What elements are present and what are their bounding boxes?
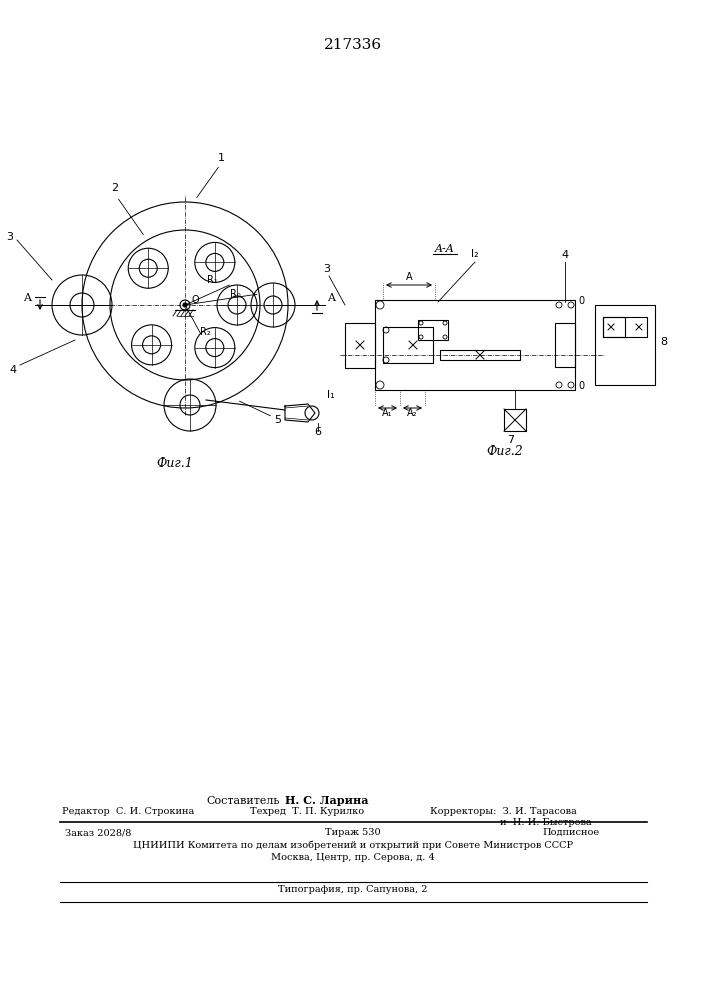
Text: A: A: [406, 272, 412, 282]
Text: 3: 3: [323, 264, 330, 274]
Bar: [345, 322, 375, 367]
Text: 217336: 217336: [324, 38, 382, 52]
Text: ЦНИИПИ Комитета по делам изобретений и открытий при Совете Министров СССР: ЦНИИПИ Комитета по делам изобретений и о…: [133, 840, 573, 850]
Text: l₁: l₁: [327, 390, 334, 400]
Text: 4: 4: [561, 250, 568, 260]
Circle shape: [183, 303, 187, 307]
Polygon shape: [285, 404, 315, 422]
Bar: [595, 305, 655, 385]
Text: Заказ 2028/8: Заказ 2028/8: [65, 828, 132, 837]
Text: Фиг.1: Фиг.1: [157, 457, 194, 470]
Text: l₂: l₂: [471, 249, 479, 259]
Text: Техред  Т. П. Курилко: Техред Т. П. Курилко: [250, 807, 364, 816]
Text: Корректоры:  З. И. Тарасова: Корректоры: З. И. Тарасова: [430, 807, 577, 816]
Text: 3: 3: [6, 232, 13, 242]
Bar: [383, 327, 433, 363]
Text: 0: 0: [578, 296, 584, 306]
Bar: [555, 323, 575, 367]
Text: 1: 1: [218, 153, 225, 163]
Text: R₁: R₁: [207, 275, 218, 285]
Text: 8: 8: [660, 337, 667, 347]
Text: Н. С. Ларина: Н. С. Ларина: [285, 795, 368, 806]
Bar: [603, 317, 625, 337]
Text: A: A: [23, 293, 31, 303]
Bar: [603, 317, 647, 337]
Text: Редактор  С. И. Строкина: Редактор С. И. Строкина: [62, 807, 194, 816]
Text: A₁: A₁: [382, 408, 393, 418]
Text: 7: 7: [507, 435, 514, 445]
Text: O: O: [191, 295, 199, 305]
Text: 2: 2: [112, 183, 119, 193]
Text: Москва, Центр, пр. Серова, д. 4: Москва, Центр, пр. Серова, д. 4: [271, 853, 435, 862]
Bar: [440, 350, 520, 360]
Text: и  Н. И. Быстрова: и Н. И. Быстрова: [500, 818, 592, 827]
Text: Подписное: Подписное: [543, 828, 600, 837]
Bar: [418, 320, 448, 340]
Text: Составитель: Составитель: [206, 796, 280, 806]
Bar: [504, 409, 526, 431]
Text: 0: 0: [578, 381, 584, 391]
Text: A: A: [327, 293, 335, 303]
Text: Фиг.2: Фиг.2: [486, 445, 523, 458]
Text: A₂: A₂: [407, 408, 418, 418]
Text: R₂: R₂: [200, 327, 211, 337]
Text: 4: 4: [9, 365, 16, 375]
Text: A-A: A-A: [435, 244, 455, 254]
Text: Тираж 530: Тираж 530: [325, 828, 381, 837]
Text: R₀: R₀: [230, 289, 241, 299]
Bar: [375, 300, 575, 390]
Text: 6: 6: [315, 427, 322, 437]
Text: 5: 5: [274, 415, 281, 425]
Text: Типография, пр. Сапунова, 2: Типография, пр. Сапунова, 2: [279, 885, 428, 894]
